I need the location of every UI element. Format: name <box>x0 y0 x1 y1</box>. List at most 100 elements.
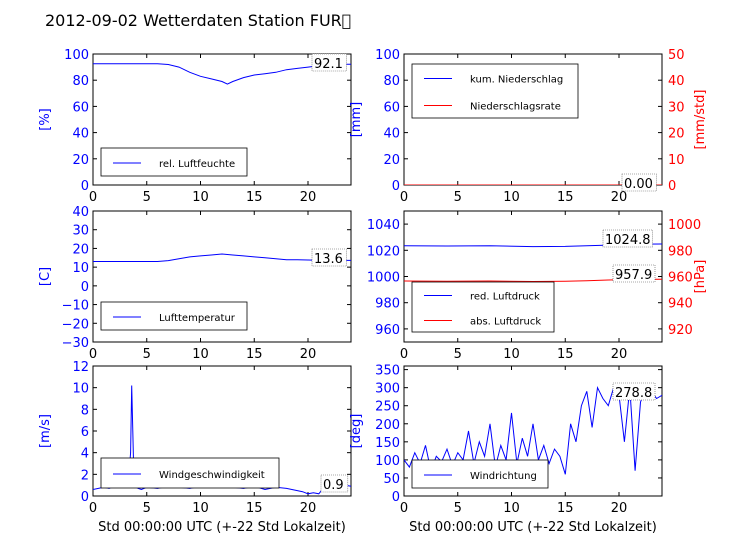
y2-tick-label: 920 <box>668 323 693 338</box>
annotation-box <box>621 173 657 192</box>
x-tick-label: 5 <box>143 347 151 362</box>
y-tick-label: 100 <box>64 48 89 63</box>
y-tick-label: −30 <box>62 336 89 351</box>
legend-label: Windgeschwindigkeit <box>159 470 265 481</box>
y-tick-label: 350 <box>375 364 400 379</box>
series-line-1 <box>93 63 351 85</box>
x-tick-label: 0 <box>400 501 408 516</box>
x-tick-label: 20 <box>611 347 628 362</box>
annotation-label: 13.6 <box>314 252 343 267</box>
x-tick-label: 0 <box>89 190 97 205</box>
legend-label: abs. Luftdruck <box>470 317 541 328</box>
x-tick-label: 10 <box>503 190 520 205</box>
y-tick-label: 1040 <box>367 218 400 233</box>
x-axis-label: Std 00:00:00 UTC (+-22 Std Lokalzeit) <box>98 520 346 535</box>
annotation-label: 1024.8 <box>605 233 651 248</box>
panel-6 <box>403 365 663 497</box>
y-tick-label: 40 <box>72 205 89 220</box>
x-tick-label: 5 <box>454 347 462 362</box>
y2-tick-label: 50 <box>668 48 685 63</box>
legend-box <box>100 457 280 489</box>
y-tick-label: 30 <box>72 224 89 239</box>
y2-tick-label: 940 <box>668 297 693 312</box>
y2-tick-label: 40 <box>668 74 685 89</box>
y-tick-label: 50 <box>383 472 400 487</box>
x-tick-label: 20 <box>300 190 317 205</box>
y-tick-label: 2 <box>81 468 89 483</box>
y-axis-label: [%] <box>38 108 53 131</box>
y-tick-label: 20 <box>383 153 400 168</box>
panel-5 <box>92 365 352 497</box>
x-tick-label: 0 <box>89 347 97 362</box>
annotation-label: 0.00 <box>624 177 653 192</box>
y2-tick-label: 960 <box>668 271 693 286</box>
x-tick-label: 0 <box>400 190 408 205</box>
y-tick-label: 80 <box>383 74 400 89</box>
y-tick-label: 200 <box>375 418 400 433</box>
y-tick-label: 150 <box>375 436 400 451</box>
y-tick-label: 60 <box>72 100 89 115</box>
y-tick-label: 80 <box>72 74 89 89</box>
y-tick-label: 6 <box>81 425 89 440</box>
y-tick-label: 8 <box>81 403 89 418</box>
y-tick-label: −20 <box>62 317 89 332</box>
y2-axis-label: [hPa] <box>693 260 708 294</box>
panel-2 <box>403 53 663 192</box>
annotation-box <box>612 382 656 401</box>
x-axis-label: Std 00:00:00 UTC (+-22 Std Lokalzeit) <box>409 520 657 535</box>
x-tick-label: 0 <box>89 501 97 516</box>
x-tick-label: 20 <box>300 501 317 516</box>
x-tick-label: 5 <box>454 501 462 516</box>
x-tick-label: 15 <box>557 347 574 362</box>
y-tick-label: 1020 <box>367 244 400 259</box>
annotation-box <box>311 248 347 267</box>
y-tick-label: 0 <box>81 280 89 295</box>
panel-1 <box>92 53 352 186</box>
annotation-label: 0.9 <box>323 478 344 493</box>
y-tick-label: 12 <box>72 360 89 375</box>
x-tick-label: 20 <box>611 190 628 205</box>
x-tick-label: 10 <box>192 347 209 362</box>
y2-tick-label: 10 <box>668 153 685 168</box>
y-tick-label: 40 <box>383 127 400 142</box>
y-axis-label: [C] <box>38 267 53 286</box>
x-tick-label: 15 <box>246 190 263 205</box>
y2-tick-label: 30 <box>668 100 685 115</box>
y-tick-label: 250 <box>375 400 400 415</box>
y2-tick-label: 20 <box>668 127 685 142</box>
figure-title: 2012-09-02 Wetterdaten Station FUR  <box>45 11 351 30</box>
legend-label: Windrichtung <box>470 471 537 482</box>
legend-box <box>411 459 549 489</box>
y2-tick-label: 0 <box>668 179 676 194</box>
y-axis-label: [mm] <box>349 102 364 137</box>
y-tick-label: 60 <box>383 100 400 115</box>
y-tick-label: 10 <box>72 382 89 397</box>
annotation-label: 278.8 <box>615 386 652 401</box>
x-tick-label: 20 <box>300 347 317 362</box>
y-tick-label: 20 <box>72 242 89 257</box>
y-axis-label: [m/s] <box>38 414 53 448</box>
panel-4 <box>403 210 663 343</box>
legend-box <box>411 281 555 333</box>
legend-box <box>100 147 248 177</box>
y-tick-label: 40 <box>72 127 89 142</box>
y-tick-label: 980 <box>375 297 400 312</box>
annotation-box <box>320 474 349 493</box>
y-tick-label: 0 <box>81 179 89 194</box>
x-tick-label: 10 <box>192 190 209 205</box>
y-tick-label: 10 <box>72 261 89 276</box>
y2-axis-label: [mm/std] <box>693 90 708 150</box>
annotation-box <box>612 264 656 283</box>
y-tick-label: 0 <box>392 179 400 194</box>
y-tick-label: 960 <box>375 323 400 338</box>
y-tick-label: 4 <box>81 447 89 462</box>
y-tick-label: 20 <box>72 153 89 168</box>
legend-label: rel. Luftfeuchte <box>159 159 235 170</box>
legend-box <box>411 63 579 119</box>
x-tick-label: 15 <box>246 347 263 362</box>
annotation-label: 92.1 <box>314 57 343 72</box>
x-tick-label: 15 <box>246 501 263 516</box>
x-tick-label: 15 <box>557 501 574 516</box>
x-tick-label: 5 <box>143 190 151 205</box>
